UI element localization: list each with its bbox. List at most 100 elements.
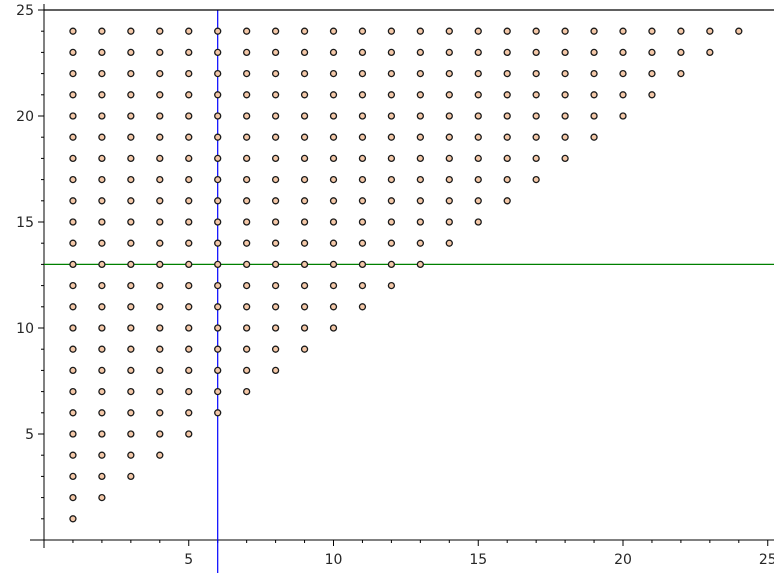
data-point <box>416 112 425 120</box>
data-point <box>329 154 338 163</box>
data-point <box>214 48 222 57</box>
data-point <box>271 324 280 332</box>
data-point <box>329 69 338 78</box>
data-point <box>156 218 164 226</box>
data-point <box>242 239 251 247</box>
data-point <box>242 387 251 396</box>
data-point <box>329 175 338 184</box>
data-point <box>590 133 598 141</box>
data-point <box>561 133 569 141</box>
data-point <box>271 133 280 141</box>
data-point <box>387 112 396 120</box>
data-point <box>271 303 280 311</box>
data-point <box>648 27 656 35</box>
data-point <box>590 91 598 99</box>
data-point <box>185 154 193 163</box>
data-point <box>156 69 164 78</box>
data-point <box>69 409 77 417</box>
data-point <box>706 27 714 35</box>
data-point <box>648 69 656 78</box>
data-point <box>127 409 135 417</box>
data-point <box>214 27 222 35</box>
data-point <box>445 112 453 120</box>
data-point <box>329 218 338 226</box>
tick-labels: 5 10 15 20 25 5 10 15 20 25 <box>16 3 774 568</box>
data-point <box>69 239 77 247</box>
data-point <box>300 27 309 35</box>
data-point <box>445 197 453 205</box>
data-point <box>503 154 511 163</box>
data-point <box>98 345 106 353</box>
data-point <box>416 69 425 78</box>
data-point <box>300 69 309 78</box>
data-point <box>329 303 338 311</box>
data-point <box>127 387 135 396</box>
data-point <box>156 303 164 311</box>
data-point <box>271 91 280 99</box>
data-point <box>214 281 222 290</box>
data-point <box>590 112 598 120</box>
data-point <box>185 387 193 396</box>
data-point <box>474 112 482 120</box>
data-point <box>185 303 193 311</box>
data-point <box>127 154 135 163</box>
data-point <box>590 69 598 78</box>
data-point <box>387 260 396 269</box>
data-point <box>127 451 135 459</box>
data-point <box>69 133 77 141</box>
data-point <box>185 324 193 332</box>
data-point <box>474 91 482 99</box>
data-point <box>214 260 222 269</box>
data-point <box>156 430 164 438</box>
data-point <box>300 345 309 353</box>
data-point <box>185 69 193 78</box>
data-point <box>214 345 222 353</box>
data-point <box>300 281 309 290</box>
data-point <box>300 197 309 205</box>
data-point <box>271 366 280 375</box>
data-point <box>271 197 280 205</box>
data-point <box>156 133 164 141</box>
data-point <box>503 112 511 120</box>
data-point <box>503 69 511 78</box>
data-point <box>416 239 425 247</box>
data-point <box>156 197 164 205</box>
data-point <box>185 175 193 184</box>
data-point <box>358 91 367 99</box>
x-tick-label: 10 <box>325 552 343 568</box>
y-tick-label: 20 <box>16 109 34 125</box>
data-point <box>416 48 425 57</box>
data-point <box>127 218 135 226</box>
data-point <box>127 133 135 141</box>
data-point <box>300 91 309 99</box>
data-point <box>98 472 106 481</box>
data-point <box>69 27 77 35</box>
data-point <box>69 387 77 396</box>
data-point <box>416 218 425 226</box>
data-point <box>445 154 453 163</box>
data-point <box>329 27 338 35</box>
data-point <box>416 133 425 141</box>
y-tick-label: 10 <box>16 321 34 337</box>
data-point <box>358 239 367 247</box>
data-point <box>503 197 511 205</box>
data-point <box>214 91 222 99</box>
data-point <box>214 197 222 205</box>
data-point <box>474 218 482 226</box>
data-point <box>416 197 425 205</box>
data-point <box>127 112 135 120</box>
data-point <box>387 69 396 78</box>
data-point <box>127 27 135 35</box>
data-points <box>69 27 743 523</box>
data-point <box>619 48 627 57</box>
data-point <box>127 430 135 438</box>
data-point <box>69 345 77 353</box>
data-point <box>503 175 511 184</box>
data-point <box>69 218 77 226</box>
data-point <box>619 91 627 99</box>
data-point <box>387 48 396 57</box>
data-point <box>474 48 482 57</box>
data-point <box>214 303 222 311</box>
data-point <box>127 91 135 99</box>
